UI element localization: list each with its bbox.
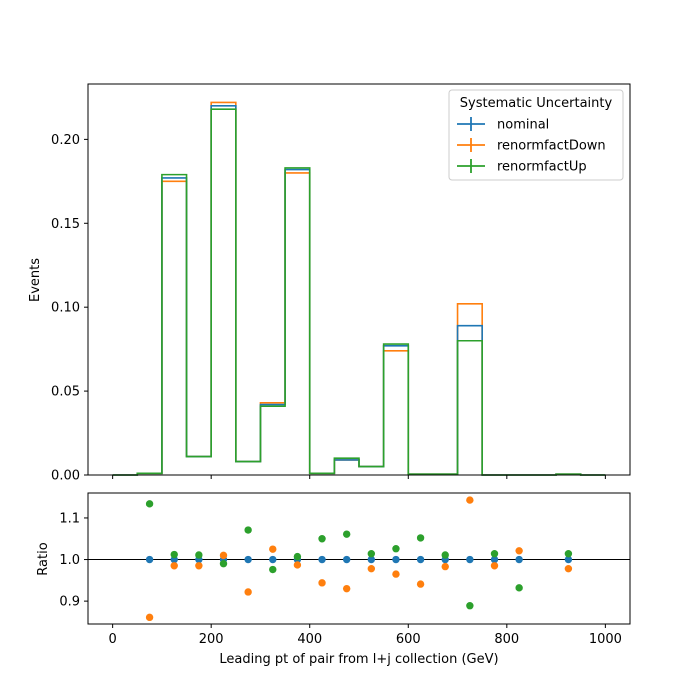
- ratio-point-renormfactDown: [392, 570, 400, 578]
- ratio-point-renormfactDown: [318, 579, 326, 587]
- ratio-point-renormfactUp: [244, 526, 252, 534]
- ratio-point-renormfactDown: [170, 562, 178, 570]
- ratio-point-nominal: [466, 555, 474, 564]
- x-axis-label: Leading pt of pair from l+j collection (…: [219, 652, 498, 667]
- ratio-y-tick-label: 1.1: [59, 511, 80, 526]
- y-tick-label: 0.15: [51, 217, 80, 232]
- ratio-point-nominal: [342, 555, 351, 564]
- ratio-point-renormfactDown: [195, 562, 203, 570]
- legend-entry-renormfactUp: renormfactUp: [457, 159, 587, 175]
- ratio-point-nominal: [392, 555, 400, 564]
- y-tick-label: 0.10: [51, 301, 80, 316]
- y-axis-label-ratio: Ratio: [36, 542, 51, 575]
- legend-label: nominal: [497, 118, 549, 133]
- ratio-point-renormfactUp: [269, 565, 277, 574]
- ratio-point-renormfactDown: [145, 613, 154, 622]
- ratio-point-renormfactDown: [293, 561, 302, 569]
- ratio-point-renormfactUp: [466, 602, 474, 610]
- legend-entry-nominal: nominal: [457, 117, 549, 133]
- x-tick-label: 1000: [589, 632, 622, 647]
- x-tick-label: 200: [199, 632, 224, 647]
- main-plot-frame: [87, 83, 631, 476]
- ratio-point-renormfactUp: [170, 550, 178, 559]
- ratio-panel: 0.9 1.0 1.1 0 200 400 600 800 1000 Ratio Leading…: [36, 492, 631, 667]
- ratio-axes: 0.9 1.0 1.1 0 200 400 600 800 1000: [59, 511, 622, 647]
- ratio-point-renormfactDown: [441, 562, 449, 571]
- ratio-point-nominal: [490, 555, 499, 564]
- ratio-point-nominal: [318, 555, 326, 564]
- ratio-point-renormfactUp: [342, 530, 351, 538]
- ratio-point-renormfactUp: [416, 534, 425, 542]
- ratio-point-renormfactUp: [293, 552, 302, 561]
- legend-entry-renormfactDown: renormfactDown: [457, 138, 606, 154]
- legend-label: renormfactUp: [497, 160, 587, 175]
- ratio-point-renormfactDown: [219, 551, 228, 560]
- ratio-point-renormfactUp: [490, 550, 499, 558]
- ratio-point-renormfactDown: [564, 564, 573, 573]
- y-tick-label: 0.20: [51, 133, 80, 148]
- ratio-y-tick-label: 0.9: [59, 595, 80, 610]
- ratio-point-renormfactUp: [219, 559, 228, 568]
- ratio-point-nominal: [145, 555, 154, 564]
- x-tick-label: 0: [108, 632, 116, 647]
- ratio-point-nominal: [564, 555, 573, 564]
- ratio-point-renormfactUp: [318, 535, 326, 543]
- ratio-point-nominal: [244, 555, 252, 564]
- ratio-plot-frame: [87, 492, 631, 625]
- x-tick-label: 800: [494, 632, 519, 647]
- ratio-points: [145, 496, 573, 622]
- ratio-point-renormfactDown: [416, 580, 425, 588]
- legend: Systematic Uncertainty nominal renormfactD…: [448, 89, 624, 181]
- y-axis-label-events: Events: [28, 258, 43, 302]
- ratio-point-renormfactDown: [466, 496, 474, 504]
- ratio-point-renormfactUp: [515, 584, 523, 592]
- legend-label: renormfactDown: [497, 139, 606, 154]
- ratio-point-nominal: [515, 555, 523, 564]
- y-tick-label: 0.05: [51, 385, 80, 400]
- ratio-point-renormfactDown: [269, 545, 277, 553]
- ratio-point-renormfactDown: [490, 562, 499, 570]
- ratio-point-renormfactUp: [145, 500, 154, 508]
- main-axes: 0.00 0.05 0.10 0.15 0.20: [51, 133, 606, 484]
- x-tick-label: 600: [396, 632, 421, 647]
- legend-title: Systematic Uncertainty: [460, 96, 613, 111]
- x-tick-label: 400: [297, 632, 322, 647]
- ratio-point-renormfactUp: [441, 551, 449, 559]
- ratio-point-renormfactUp: [392, 545, 400, 553]
- ratio-point-nominal: [416, 555, 425, 564]
- ratio-point-renormfactDown: [515, 547, 523, 555]
- ratio-point-renormfactDown: [244, 588, 252, 596]
- ratio-point-renormfactDown: [342, 584, 351, 593]
- ratio-point-renormfactUp: [195, 551, 203, 559]
- y-tick-label: 0.00: [51, 469, 80, 484]
- ratio-point-nominal: [269, 555, 277, 564]
- ratio-point-renormfactUp: [564, 550, 573, 558]
- legend-box: [448, 89, 624, 181]
- ratio-y-tick-label: 1.0: [59, 553, 80, 568]
- ratio-point-renormfactDown: [367, 564, 376, 573]
- ratio-point-nominal: [367, 555, 376, 564]
- main-panel: 0.00 0.05 0.10 0.15 0.20 Events Systematic U…: [28, 83, 631, 484]
- ratio-point-renormfactUp: [367, 550, 376, 558]
